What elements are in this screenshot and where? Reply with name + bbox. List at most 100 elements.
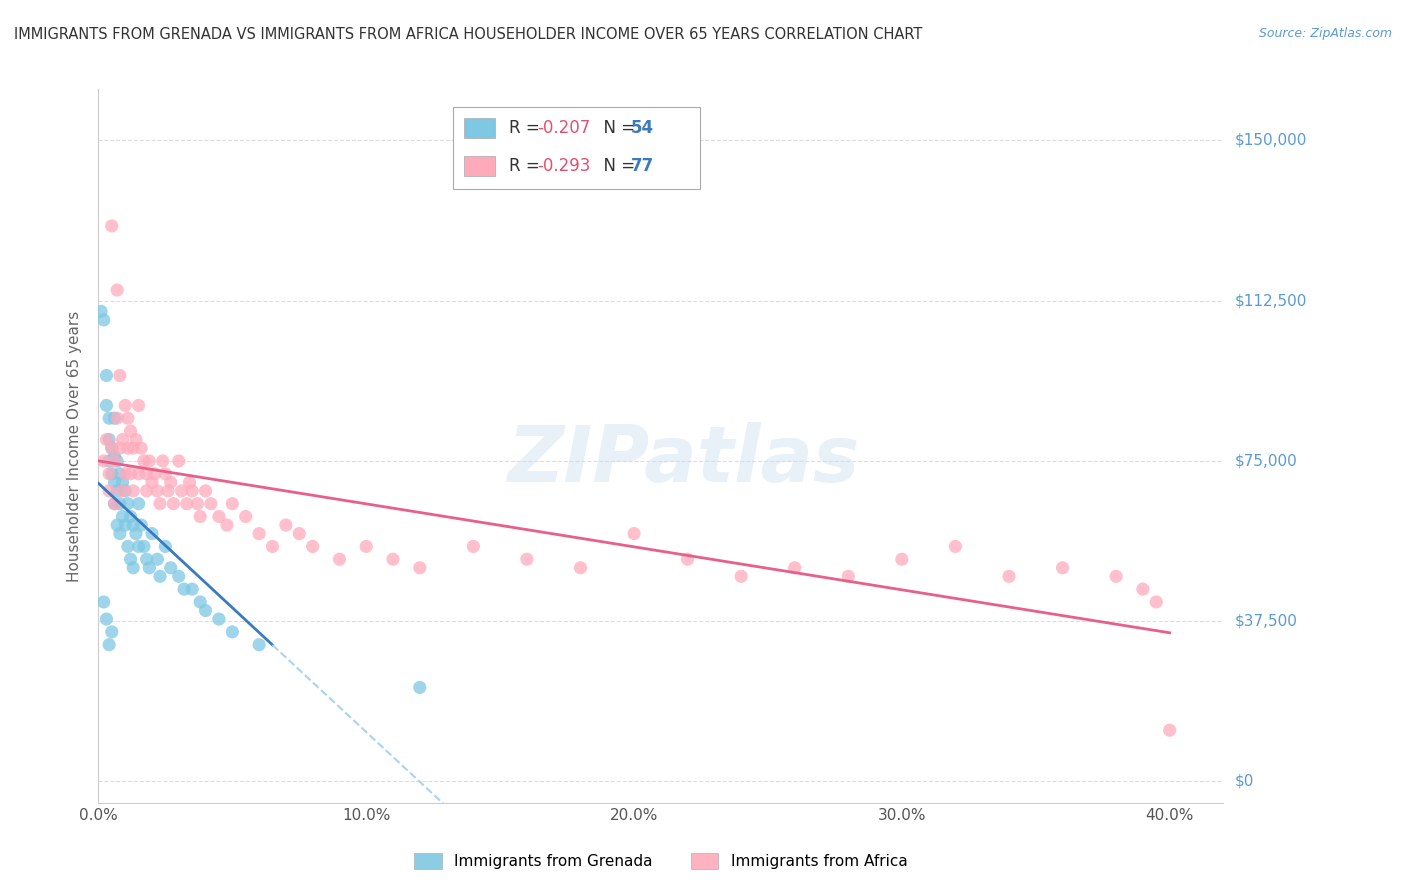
Point [262,540,284,554]
Point [93,595,115,609]
Point [149,569,172,583]
Point [181,582,204,596]
Point [98,467,121,481]
Point [101,441,124,455]
Point [111,475,134,490]
Point [108,441,131,455]
Point [730,569,752,583]
Point [93,313,115,327]
Point [569,561,592,575]
Point [135,552,157,566]
Text: -0.207: -0.207 [537,120,591,137]
Point [247,638,270,652]
Point [128,398,150,412]
Point [186,497,208,511]
Point [101,624,124,639]
Point [125,433,148,447]
Point [141,475,163,490]
Point [135,467,157,481]
Point [105,483,128,498]
Point [247,526,270,541]
Point [208,509,231,524]
Point [155,467,177,481]
Point [167,454,190,468]
Point [194,483,217,498]
Point [122,483,145,498]
Point [998,569,1021,583]
Text: ZIPatlas: ZIPatlas [508,422,859,499]
Point [301,540,323,554]
Text: IMMIGRANTS FROM GRENADA VS IMMIGRANTS FROM AFRICA HOUSEHOLDER INCOME OVER 65 YEA: IMMIGRANTS FROM GRENADA VS IMMIGRANTS FR… [14,27,922,42]
Point [157,483,180,498]
FancyBboxPatch shape [464,155,495,176]
Point [122,441,145,455]
Point [135,483,157,498]
Point [141,526,163,541]
Point [111,509,134,524]
Point [235,509,257,524]
Point [120,552,142,566]
Point [181,483,204,498]
Text: $150,000: $150,000 [1234,133,1306,148]
Text: 54: 54 [630,120,654,137]
Point [120,467,142,481]
Point [1144,595,1167,609]
Point [111,433,134,447]
Point [162,497,184,511]
Point [101,219,124,233]
Point [114,398,136,412]
Point [146,483,169,498]
Point [125,526,148,541]
Point [288,526,311,541]
Point [120,509,142,524]
Point [409,681,432,695]
Point [152,454,174,468]
Text: $112,500: $112,500 [1234,293,1306,309]
Point [1132,582,1154,596]
Point [409,561,432,575]
Point [103,497,125,511]
Point [1105,569,1128,583]
Point [328,552,350,566]
Point [149,497,172,511]
Point [105,283,128,297]
Point [676,552,699,566]
Point [143,467,166,481]
Point [122,518,145,533]
Point [96,368,118,383]
Point [96,398,118,412]
Legend: Immigrants from Grenada, Immigrants from Africa: Immigrants from Grenada, Immigrants from… [408,847,914,875]
Point [103,411,125,425]
Point [188,509,211,524]
Point [382,552,405,566]
Text: 77: 77 [630,157,654,175]
Point [208,612,231,626]
Point [101,441,124,455]
Point [167,569,190,583]
Point [783,561,806,575]
Point [98,454,121,468]
Text: $0: $0 [1234,774,1254,789]
Point [90,304,112,318]
Point [623,526,645,541]
Point [117,540,139,554]
Point [146,552,169,566]
Point [98,433,121,447]
Point [103,450,125,464]
Point [114,483,136,498]
Point [155,540,177,554]
Point [103,497,125,511]
FancyBboxPatch shape [453,107,700,189]
Point [274,518,297,533]
Point [108,368,131,383]
Point [114,518,136,533]
Point [138,454,160,468]
Text: -0.293: -0.293 [537,157,591,175]
Point [96,433,118,447]
Text: N =: N = [593,157,641,175]
Point [159,475,181,490]
Point [108,497,131,511]
Point [945,540,967,554]
Point [1052,561,1074,575]
Point [173,582,195,596]
